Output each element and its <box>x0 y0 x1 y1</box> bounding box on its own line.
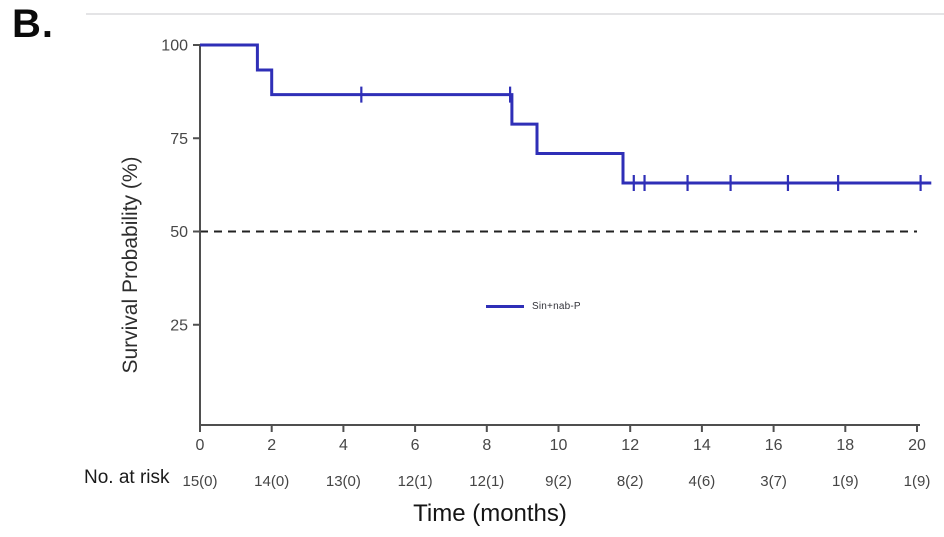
x-tick-label: 18 <box>836 437 854 454</box>
x-tick-label: 20 <box>908 437 926 454</box>
y-tick-label: 75 <box>170 131 188 148</box>
legend: Sin+nab-P <box>486 301 581 312</box>
x-tick-label: 10 <box>550 437 568 454</box>
panel-label: B. <box>12 2 54 46</box>
risk-count: 13(0) <box>326 473 361 490</box>
risk-count: 14(0) <box>254 473 289 490</box>
top-divider <box>86 13 944 15</box>
risk-count: 1(9) <box>904 473 931 490</box>
y-tick-label: 100 <box>161 38 188 55</box>
x-tick-label: 2 <box>267 437 276 454</box>
legend-line-swatch <box>486 305 524 308</box>
risk-count: 12(1) <box>469 473 504 490</box>
x-axis-label: Time (months) <box>413 500 567 527</box>
number-at-risk-label: No. at risk <box>84 467 170 488</box>
x-tick-label: 12 <box>621 437 639 454</box>
risk-count: 3(7) <box>760 473 787 490</box>
risk-count: 9(2) <box>545 473 572 490</box>
x-tick-label: 6 <box>411 437 420 454</box>
risk-count: 12(1) <box>398 473 433 490</box>
x-tick-label: 8 <box>482 437 491 454</box>
risk-count: 15(0) <box>182 473 217 490</box>
y-axis-label: Survival Probability (%) <box>119 156 142 374</box>
risk-count: 4(6) <box>689 473 716 490</box>
x-tick-label: 16 <box>765 437 783 454</box>
risk-count: 8(2) <box>617 473 644 490</box>
x-tick-label: 0 <box>196 437 205 454</box>
x-tick-label: 4 <box>339 437 348 454</box>
risk-count: 1(9) <box>832 473 859 490</box>
survival-curve <box>200 43 932 185</box>
y-tick-label: 50 <box>170 224 188 241</box>
x-tick-label: 14 <box>693 437 711 454</box>
legend-series-label: Sin+nab-P <box>532 301 581 312</box>
y-tick-label: 25 <box>170 317 188 334</box>
